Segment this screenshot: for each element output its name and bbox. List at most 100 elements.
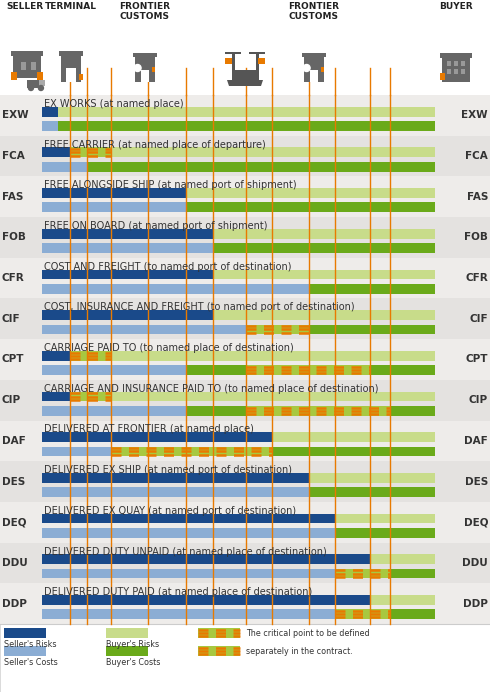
Bar — [58, 121, 435, 131]
Text: Buyer's Risks: Buyer's Risks — [106, 640, 159, 649]
Bar — [42, 528, 335, 538]
Text: DES: DES — [465, 477, 488, 486]
Text: DELIVERED EX QUAY (at named port of destination): DELIVERED EX QUAY (at named port of dest… — [44, 506, 296, 516]
Bar — [42, 595, 370, 605]
Bar — [186, 406, 435, 416]
Text: EXW: EXW — [2, 110, 28, 120]
Bar — [42, 406, 186, 416]
Bar — [42, 284, 309, 293]
Text: SELLER: SELLER — [6, 2, 43, 11]
Text: DEQ: DEQ — [2, 517, 26, 527]
Bar — [42, 351, 87, 361]
Text: TERMINAL: TERMINAL — [45, 2, 97, 11]
Bar — [310, 70, 318, 82]
Text: DELIVERED EX SHIP (at named port of destination): DELIVERED EX SHIP (at named port of dest… — [44, 465, 292, 475]
Bar — [111, 446, 272, 456]
Text: FAS: FAS — [466, 192, 488, 202]
Bar — [186, 188, 435, 198]
Text: FREE ON BOARD (at named port of shipment): FREE ON BOARD (at named port of shipment… — [44, 221, 268, 231]
Bar — [233, 70, 257, 80]
Bar — [42, 188, 186, 198]
Text: FOB: FOB — [464, 233, 488, 242]
Bar — [0, 380, 490, 421]
Bar — [272, 446, 435, 456]
Bar — [133, 53, 156, 57]
Bar — [0, 624, 490, 692]
Bar — [320, 67, 323, 72]
Bar — [42, 365, 186, 375]
Bar — [59, 51, 83, 56]
Text: DELIVERED DUTY PAID (at named place of destination): DELIVERED DUTY PAID (at named place of d… — [44, 588, 313, 597]
Text: DELIVERED AT FRONTIER (at named place): DELIVERED AT FRONTIER (at named place) — [44, 424, 254, 435]
Bar — [0, 0, 490, 95]
Bar — [141, 70, 148, 82]
Text: FREE ALONGSIDE SHIP (at named port of shipment): FREE ALONGSIDE SHIP (at named port of sh… — [44, 181, 297, 190]
Bar — [42, 229, 213, 239]
Text: Seller's Costs: Seller's Costs — [4, 658, 58, 667]
Text: DES: DES — [2, 477, 25, 486]
Bar — [186, 203, 435, 212]
Text: EX WORKS (at named place): EX WORKS (at named place) — [44, 99, 184, 109]
Bar — [309, 284, 435, 293]
Bar — [31, 62, 36, 70]
Circle shape — [303, 64, 310, 71]
Bar — [370, 569, 435, 579]
Text: DDP: DDP — [463, 599, 488, 609]
Text: DAF: DAF — [2, 436, 26, 446]
Bar — [447, 69, 451, 74]
Bar — [0, 462, 490, 502]
Bar — [42, 310, 213, 320]
Text: CIP: CIP — [469, 395, 488, 406]
Text: FAS: FAS — [2, 192, 24, 202]
Bar — [461, 61, 465, 66]
Bar — [42, 203, 186, 212]
Bar — [370, 595, 435, 605]
Bar — [246, 365, 370, 375]
Bar — [42, 121, 58, 131]
Text: DAF: DAF — [464, 436, 488, 446]
Bar — [302, 53, 325, 57]
Bar — [335, 569, 390, 579]
Text: DELIVERED DUTY UNPAID (at named place of destination): DELIVERED DUTY UNPAID (at named place of… — [44, 547, 327, 556]
Bar — [42, 513, 335, 523]
Bar — [27, 80, 41, 88]
Bar — [225, 52, 241, 54]
Bar — [42, 554, 370, 564]
Text: FCA: FCA — [2, 151, 25, 161]
Polygon shape — [227, 80, 263, 86]
Text: FCA: FCA — [465, 151, 488, 161]
Bar — [454, 61, 458, 66]
Bar — [42, 270, 213, 280]
Bar — [87, 147, 435, 157]
Bar — [309, 473, 435, 483]
Bar — [0, 176, 490, 217]
Bar — [370, 554, 435, 564]
Bar — [256, 52, 259, 80]
Circle shape — [38, 86, 44, 91]
Text: Seller's Risks: Seller's Risks — [4, 640, 56, 649]
Bar — [232, 52, 235, 80]
Bar — [0, 257, 490, 298]
Bar — [42, 243, 213, 253]
Bar — [0, 339, 490, 380]
Bar — [87, 162, 435, 172]
Bar — [4, 628, 46, 638]
Text: COST AND FREIGHT (to named port of destination): COST AND FREIGHT (to named port of desti… — [44, 262, 292, 272]
Bar — [0, 95, 490, 136]
Bar — [106, 646, 148, 656]
Bar — [440, 73, 445, 80]
Bar — [66, 68, 76, 82]
Bar — [70, 392, 111, 401]
Text: CFR: CFR — [465, 273, 488, 283]
Circle shape — [134, 64, 141, 71]
Bar — [42, 392, 87, 401]
Bar — [213, 243, 435, 253]
Bar — [42, 610, 390, 619]
Bar — [454, 69, 458, 74]
Text: DDP: DDP — [2, 599, 27, 609]
Bar — [249, 52, 265, 54]
Text: CPT: CPT — [2, 354, 24, 365]
Text: EXW: EXW — [462, 110, 488, 120]
Text: CARRIAGE AND INSURANCE PAID TO (to named place of destination): CARRIAGE AND INSURANCE PAID TO (to named… — [44, 384, 379, 394]
Text: CARRIAGE PAID TO (to named place of destination): CARRIAGE PAID TO (to named place of dest… — [44, 343, 294, 353]
